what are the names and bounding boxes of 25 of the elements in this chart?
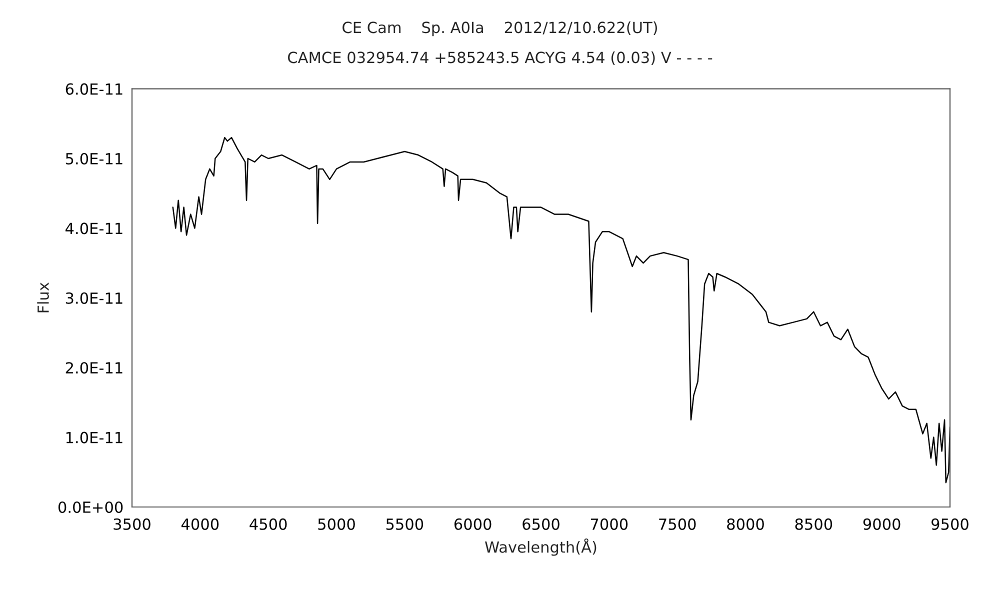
x-tick-label: 9500 [932, 518, 968, 530]
x-tick-label: 7000 [590, 518, 628, 530]
x-tick-label: 4500 [250, 518, 287, 530]
y-tick-label: 5.0E-11 [66, 152, 122, 165]
x-tick-label: 9000 [863, 518, 900, 530]
x-tick-label: 8000 [727, 518, 764, 530]
x-tick-label: 3500 [114, 518, 150, 530]
line-series [172, 136, 950, 484]
x-tick-label: 7500 [659, 518, 696, 530]
x-tick-label: 6500 [522, 518, 560, 530]
x-tick-label: 5000 [318, 518, 355, 530]
x-tick-label: 5500 [386, 518, 424, 530]
y-tick-label: 1.0E-11 [66, 432, 122, 444]
y-tick-label: 2.0E-11 [66, 362, 122, 374]
y-tick-label: 3.0E-11 [66, 292, 122, 304]
y-axis-title: Flux [37, 282, 49, 312]
x-axis-title: Wavelength(Å) [485, 538, 596, 556]
x-tick-label: 8500 [795, 518, 832, 530]
y-tick-label: 4.0E-11 [66, 222, 122, 234]
chart-subtitle: CAMCE 032954.74 +585243.5 ACYG 4.54 (0.03) V - - - - [288, 51, 712, 66]
chart-title: CE Cam Sp. A0Ⅰa 2012/12/10.622(UT) [342, 21, 657, 36]
y-tick-label: 0.0E+00 [58, 501, 123, 514]
x-tick-label: 6000 [454, 518, 492, 530]
y-tick-label: 6.0E-11 [66, 83, 122, 95]
x-tick-label: 4000 [181, 518, 219, 530]
